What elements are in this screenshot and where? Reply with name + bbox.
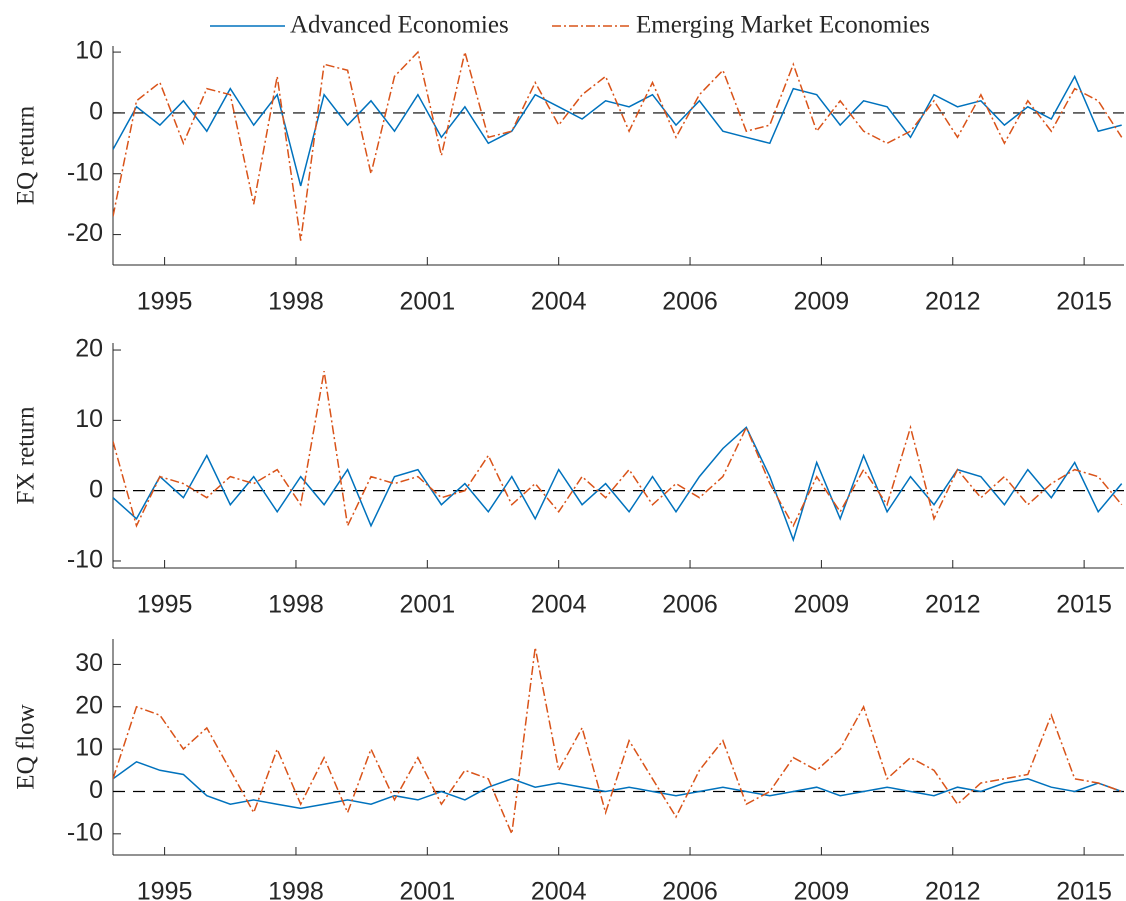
x-tick-label: 2004 (531, 288, 587, 316)
x-tick-label: 1995 (137, 288, 193, 316)
series-line (113, 50, 1123, 241)
x-tick-label: 2001 (400, 591, 456, 619)
y-tick-label: 20 (75, 691, 103, 719)
x-tick-label: 2012 (925, 878, 981, 901)
x-tick-label: 1998 (268, 591, 324, 619)
panel: -10 0 10 20 30 1995 1998 2001 2004 2006 2009 2012 20… (13, 639, 1124, 901)
x-tick-label: 2015 (1056, 878, 1112, 901)
x-tick-label: 2012 (925, 591, 981, 619)
panel: -20 -10 0 10 1995 1998 2001 2004 2006 2009 2012 201… (13, 37, 1124, 316)
legend-label: Advanced Economies (290, 12, 509, 39)
y-axis-label: EQ flow (13, 704, 40, 789)
y-tick-label: 10 (75, 734, 103, 762)
x-tick-label: 1995 (137, 878, 193, 901)
x-tick-label: 2006 (662, 878, 718, 901)
series-line (113, 426, 1123, 543)
y-tick-label: -20 (67, 219, 103, 247)
y-tick-label: 0 (89, 776, 103, 804)
x-tick-label: 2012 (925, 288, 981, 316)
x-tick-label: 2015 (1056, 591, 1112, 619)
x-tick-label: 2004 (531, 878, 587, 901)
x-tick-label: 2009 (794, 288, 850, 316)
y-tick-label: 10 (75, 37, 103, 65)
panel: -10 0 10 20 1995 1998 2001 2004 2006 2009 2012 2015… (13, 335, 1124, 619)
legend: Advanced Economies Emerging Market Econom… (210, 12, 930, 39)
series-line (113, 760, 1122, 810)
y-tick-label: 0 (89, 475, 103, 503)
x-tick-label: 2006 (662, 288, 718, 316)
y-axis-label: EQ return (13, 105, 40, 205)
x-tick-label: 1998 (268, 878, 324, 901)
y-tick-label: 20 (75, 335, 103, 363)
legend-label: Emerging Market Economies (636, 12, 930, 39)
y-axis-label: FX return (13, 406, 40, 504)
series-line (113, 370, 1123, 529)
x-tick-label: 2006 (662, 591, 718, 619)
x-tick-label: 2001 (400, 288, 456, 316)
y-tick-label: -10 (67, 818, 103, 846)
x-tick-label: 2009 (794, 878, 850, 901)
x-tick-label: 2004 (531, 591, 587, 619)
y-tick-label: -10 (67, 546, 103, 574)
y-tick-label: 0 (89, 98, 103, 126)
y-tick-label: -10 (67, 158, 103, 186)
x-tick-label: 1998 (268, 288, 324, 316)
x-tick-label: 2015 (1056, 288, 1112, 316)
series-line (113, 74, 1122, 187)
y-tick-label: 30 (75, 649, 103, 677)
x-tick-label: 2009 (794, 591, 850, 619)
x-tick-label: 1995 (137, 591, 193, 619)
x-tick-label: 2001 (400, 878, 456, 901)
series-line (113, 647, 1122, 837)
y-tick-label: 10 (75, 405, 103, 433)
